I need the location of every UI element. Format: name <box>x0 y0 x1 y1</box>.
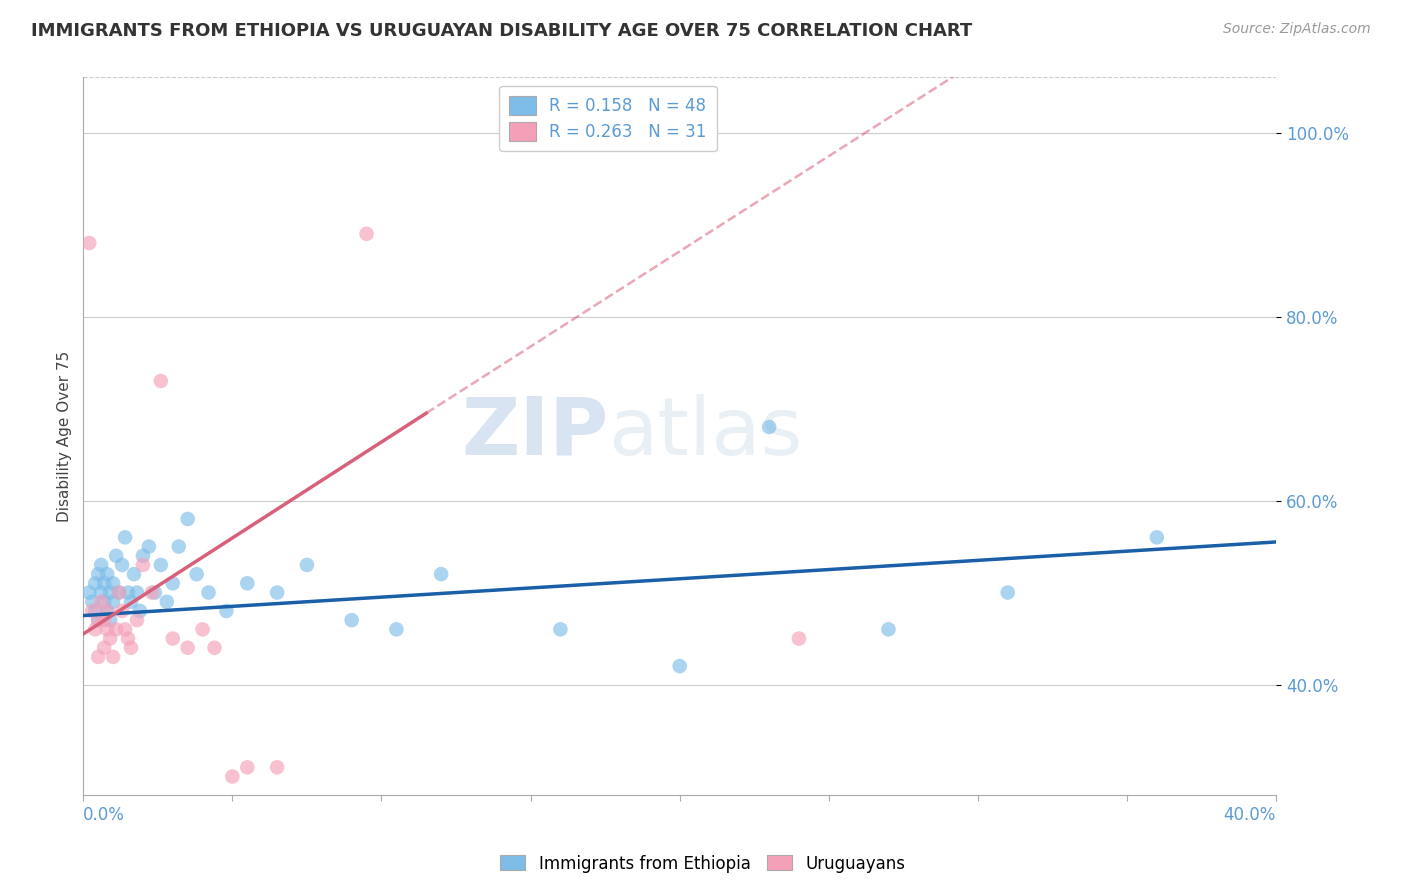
Point <box>117 632 139 646</box>
Point <box>98 613 121 627</box>
Point <box>430 567 453 582</box>
Point <box>96 623 118 637</box>
Point <box>114 530 136 544</box>
Point <box>197 585 219 599</box>
Point <box>120 595 142 609</box>
Point <box>98 632 121 646</box>
Point <box>84 623 107 637</box>
Point <box>108 585 131 599</box>
Point <box>122 567 145 582</box>
Point <box>550 623 572 637</box>
Point <box>90 585 112 599</box>
Point <box>82 604 104 618</box>
Point <box>156 595 179 609</box>
Point <box>129 604 152 618</box>
Point <box>117 585 139 599</box>
Point <box>120 640 142 655</box>
Point <box>87 649 110 664</box>
Point <box>132 558 155 572</box>
Point <box>236 576 259 591</box>
Point <box>997 585 1019 599</box>
Point <box>162 576 184 591</box>
Point <box>90 595 112 609</box>
Point <box>98 585 121 599</box>
Point <box>787 632 810 646</box>
Point <box>93 613 115 627</box>
Point <box>87 613 110 627</box>
Point <box>340 613 363 627</box>
Point <box>93 640 115 655</box>
Point <box>101 649 124 664</box>
Point <box>236 760 259 774</box>
Point <box>87 567 110 582</box>
Point <box>138 540 160 554</box>
Text: Source: ZipAtlas.com: Source: ZipAtlas.com <box>1223 22 1371 37</box>
Point <box>162 632 184 646</box>
Point <box>186 567 208 582</box>
Point <box>176 640 198 655</box>
Text: atlas: atlas <box>609 393 803 472</box>
Point <box>90 558 112 572</box>
Point <box>295 558 318 572</box>
Point <box>356 227 378 241</box>
Point <box>167 540 190 554</box>
Legend: Immigrants from Ethiopia, Uruguayans: Immigrants from Ethiopia, Uruguayans <box>494 848 912 880</box>
Point <box>668 659 690 673</box>
Y-axis label: Disability Age Over 75: Disability Age Over 75 <box>58 351 72 522</box>
Point <box>101 576 124 591</box>
Point <box>132 549 155 563</box>
Point <box>877 623 900 637</box>
Point <box>191 623 214 637</box>
Point <box>221 770 243 784</box>
Point <box>84 604 107 618</box>
Point <box>385 623 408 637</box>
Point <box>87 613 110 627</box>
Point <box>141 585 163 599</box>
Point <box>266 585 288 599</box>
Text: ZIP: ZIP <box>461 393 609 472</box>
Point <box>125 613 148 627</box>
Point <box>93 595 115 609</box>
Point <box>143 585 166 599</box>
Point <box>111 604 134 618</box>
Point <box>101 595 124 609</box>
Text: IMMIGRANTS FROM ETHIOPIA VS URUGUAYAN DISABILITY AGE OVER 75 CORRELATION CHART: IMMIGRANTS FROM ETHIOPIA VS URUGUAYAN DI… <box>31 22 972 40</box>
Text: 40.0%: 40.0% <box>1223 806 1277 824</box>
Point <box>111 558 134 572</box>
Point <box>215 604 238 618</box>
Point <box>176 512 198 526</box>
Point <box>93 576 115 591</box>
Point <box>149 374 172 388</box>
Point <box>105 549 128 563</box>
Text: 0.0%: 0.0% <box>83 806 125 824</box>
Legend: R = 0.158   N = 48, R = 0.263   N = 31: R = 0.158 N = 48, R = 0.263 N = 31 <box>499 86 717 151</box>
Point <box>758 420 780 434</box>
Point <box>149 558 172 572</box>
Point <box>82 595 104 609</box>
Point <box>204 640 226 655</box>
Point <box>77 235 100 250</box>
Point <box>114 623 136 637</box>
Point <box>108 585 131 599</box>
Point <box>266 760 288 774</box>
Point <box>96 567 118 582</box>
Point <box>96 604 118 618</box>
Point <box>96 604 118 618</box>
Point <box>84 576 107 591</box>
Point <box>125 585 148 599</box>
Point <box>105 623 128 637</box>
Point <box>77 585 100 599</box>
Point <box>1146 530 1168 544</box>
